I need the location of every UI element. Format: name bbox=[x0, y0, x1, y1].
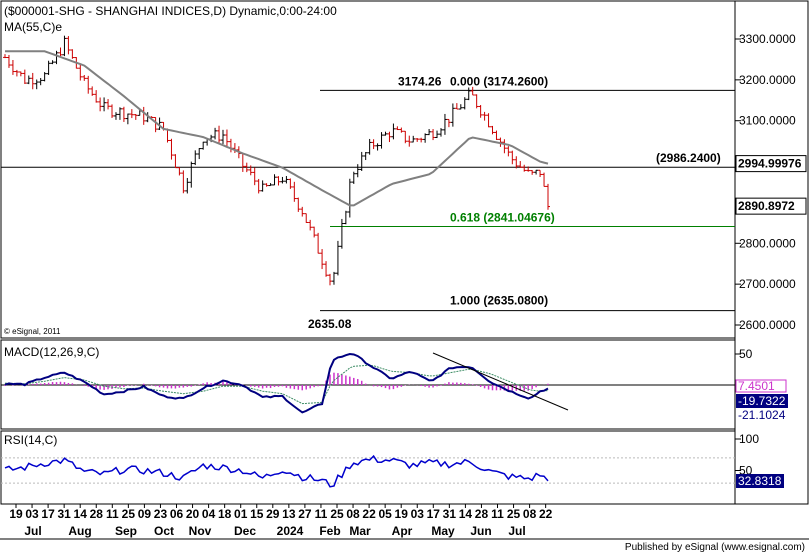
macd-tick-label: 50 bbox=[739, 347, 753, 361]
ma-value-tag bbox=[735, 155, 807, 173]
x-day-label: 27 bbox=[298, 507, 312, 521]
x-day-label: 22 bbox=[539, 507, 553, 521]
x-month-label: Feb bbox=[319, 524, 340, 538]
x-day-label: 03 bbox=[25, 507, 39, 521]
x-day-label: 28 bbox=[475, 507, 489, 521]
x-month-label: Apr bbox=[392, 524, 413, 538]
rsi-value-tag bbox=[736, 474, 784, 488]
chart-title: ($000001-SHG - SHANGHAI INDICES,D) Dynam… bbox=[4, 4, 337, 18]
macd-signal-line bbox=[4, 364, 549, 405]
macd-line bbox=[4, 352, 549, 414]
x-month-label: Jul bbox=[508, 524, 525, 538]
price-tick-label: 2800.0000 bbox=[739, 236, 796, 250]
x-day-label: 28 bbox=[90, 507, 104, 521]
macd-title: MACD(12,26,9,C) bbox=[4, 345, 99, 359]
x-month-label: Nov bbox=[189, 524, 212, 538]
level-resistance-label: (2986.2400) bbox=[656, 151, 721, 165]
x-day-label: 17 bbox=[41, 507, 55, 521]
x-day-label: 22 bbox=[362, 507, 376, 521]
price-tick-label: 2700.0000 bbox=[739, 277, 796, 291]
rsi-panel-frame bbox=[0, 430, 736, 505]
copyright-label: © eSignal, 2011 bbox=[4, 327, 61, 336]
x-day-label: 11 bbox=[106, 507, 119, 521]
x-day-label: 04 bbox=[202, 507, 216, 521]
x-day-label: 13 bbox=[282, 507, 296, 521]
ma-line bbox=[5, 50, 549, 207]
macd-trendline bbox=[432, 352, 569, 411]
x-day-label: 23 bbox=[154, 507, 168, 521]
price-axis-frame bbox=[734, 0, 809, 505]
x-day-label: 11 bbox=[491, 507, 504, 521]
last-price-tag bbox=[735, 197, 807, 215]
price-tick-label: 3300.0000 bbox=[739, 32, 796, 46]
x-day-label: 31 bbox=[57, 507, 71, 521]
x-day-label: 20 bbox=[186, 507, 200, 521]
macd-signal-text: -21.1024 bbox=[738, 408, 786, 422]
macd-value-text: -19.7322 bbox=[738, 394, 786, 408]
x-day-label: 29 bbox=[266, 507, 280, 521]
rsi-tick-label: 100 bbox=[739, 432, 759, 446]
macd-value-tag bbox=[736, 394, 788, 408]
macd-hist-text: 7.4501 bbox=[738, 379, 775, 393]
rsi-value-text: 32.8318 bbox=[738, 474, 782, 488]
level-fib618-label: 0.618 (2841.04676) bbox=[450, 211, 555, 225]
level-low-label: 1.000 (2635.0800) bbox=[450, 294, 548, 308]
x-day-label: 25 bbox=[122, 507, 136, 521]
ma-indicator-label: MA(55,C)e bbox=[4, 20, 62, 34]
low-price-label: 2635.08 bbox=[308, 317, 352, 331]
x-month-label: May bbox=[431, 524, 455, 538]
price-tick-label: 3100.0000 bbox=[739, 114, 796, 128]
x-month-label: Jul bbox=[24, 524, 41, 538]
level-high-ratio: 0.000 (3174.2600) bbox=[450, 74, 548, 88]
x-month-label: Dec bbox=[234, 524, 256, 538]
x-day-label: 05 bbox=[378, 507, 392, 521]
x-day-label: 08 bbox=[523, 507, 537, 521]
x-day-label: 11 bbox=[315, 507, 328, 521]
x-day-label: 03 bbox=[411, 507, 425, 521]
rsi-line bbox=[4, 454, 549, 488]
x-day-label: 06 bbox=[170, 507, 184, 521]
ma-value-text: 2994.99976 bbox=[738, 157, 802, 171]
x-month-label: Jun bbox=[470, 524, 491, 538]
x-month-label: Mar bbox=[349, 524, 371, 538]
x-day-label: 08 bbox=[346, 507, 360, 521]
x-day-label: 19 bbox=[9, 507, 23, 521]
x-day-label: 14 bbox=[74, 507, 88, 521]
x-month-label: 2024 bbox=[277, 524, 304, 538]
level-high-value: 3174.26 bbox=[398, 74, 442, 88]
x-day-label: 17 bbox=[427, 507, 441, 521]
x-day-label: 31 bbox=[443, 507, 457, 521]
price-tick-label: 3200.0000 bbox=[739, 73, 796, 87]
x-day-label: 01 bbox=[234, 507, 248, 521]
x-month-label: Aug bbox=[68, 524, 91, 538]
rsi-title: RSI(14,C) bbox=[4, 433, 57, 447]
x-month-label: Sep bbox=[115, 524, 137, 538]
x-month-label: Oct bbox=[154, 524, 174, 538]
x-day-label: 25 bbox=[507, 507, 521, 521]
x-day-label: 18 bbox=[218, 507, 232, 521]
x-day-label: 14 bbox=[459, 507, 473, 521]
price-tick-label: 2600.0000 bbox=[739, 318, 796, 332]
x-day-label: 09 bbox=[138, 507, 152, 521]
footer-credit: Published by eSignal (www.esignal.com) bbox=[625, 542, 805, 553]
x-day-label: 25 bbox=[330, 507, 344, 521]
last-price-text: 2890.8972 bbox=[738, 199, 795, 213]
x-day-label: 19 bbox=[395, 507, 409, 521]
price-panel-frame bbox=[0, 0, 736, 339]
x-day-label: 15 bbox=[250, 507, 264, 521]
macd-hist-tag bbox=[735, 379, 787, 393]
